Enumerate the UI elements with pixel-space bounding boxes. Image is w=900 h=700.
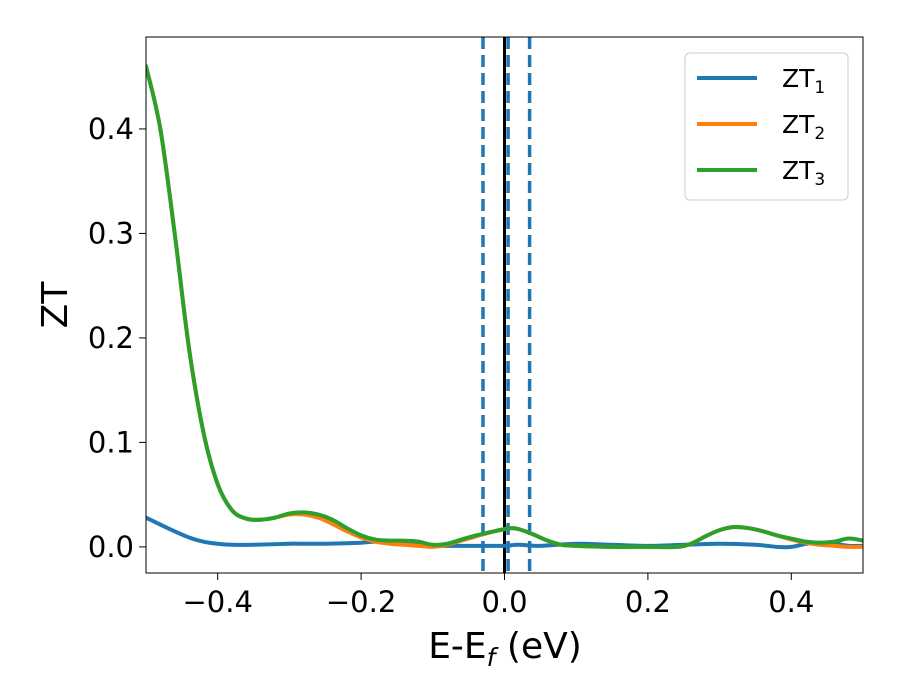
- reference-lines: [481, 37, 532, 573]
- y-tick-label: 0.4: [88, 112, 134, 146]
- legend-label-zt2: ZT2: [782, 110, 825, 144]
- series-layer: [146, 64, 863, 550]
- legend-label-zt3: ZT3: [782, 156, 825, 190]
- y-tick-label: 0.0: [88, 530, 134, 564]
- series-line-zt3: [146, 64, 863, 550]
- y-tick-label: 0.2: [88, 321, 134, 355]
- y-axis-label: ZT: [35, 281, 76, 329]
- legend: ZT1 ZT2 ZT3: [684, 52, 849, 201]
- x-tick-label: −0.4: [182, 585, 252, 619]
- x-axis-label: E-Ef (eV): [428, 626, 582, 672]
- x-axis-label-main: E-E: [428, 626, 486, 667]
- legend-label-zt1: ZT1: [782, 64, 825, 98]
- series-line-zt1: [146, 515, 863, 550]
- x-tick-label: 0.4: [768, 585, 814, 619]
- x-tick-label: 0.2: [625, 585, 671, 619]
- x-axis-ticks: −0.4 −0.2 0.0 0.2 0.4: [182, 573, 814, 619]
- y-tick-label: 0.3: [88, 216, 134, 250]
- x-axis-label-unit: (eV): [495, 626, 581, 667]
- legend-box: [684, 52, 849, 201]
- x-tick-label: −0.2: [326, 585, 396, 619]
- y-tick-label: 0.1: [88, 425, 134, 459]
- x-tick-label: 0.0: [481, 585, 527, 619]
- y-axis-ticks: 0.0 0.1 0.2 0.3 0.4: [88, 112, 146, 564]
